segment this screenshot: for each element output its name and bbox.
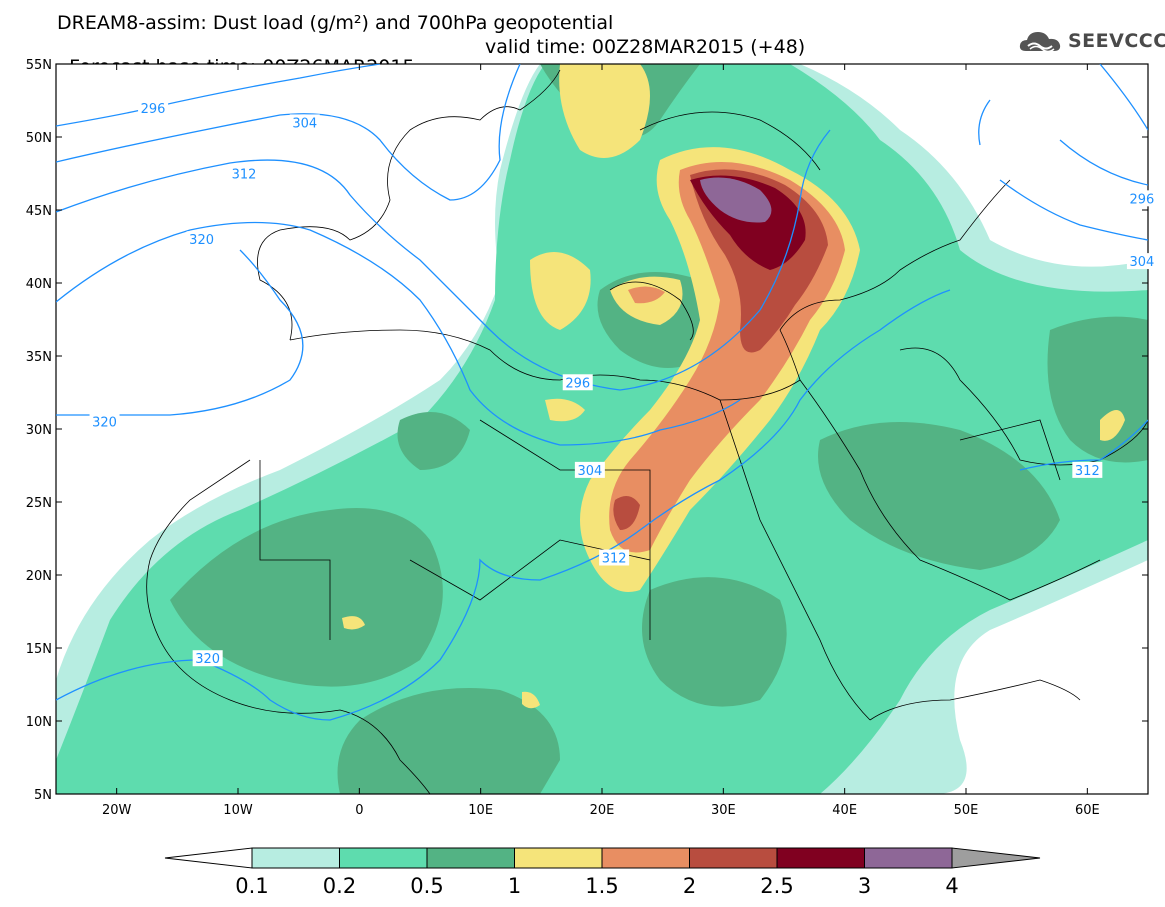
contour-label: 320 (195, 652, 220, 667)
colorbar-tick-label: 1.5 (585, 874, 618, 898)
colorbar-swatch (776, 847, 865, 869)
contour-label: 304 (1130, 255, 1155, 270)
colorbar-swatch (514, 847, 603, 869)
lat-tick-label: 25N (26, 496, 52, 511)
lon-tick-label: 50E (954, 803, 979, 818)
colorbar-tick-label: 0.1 (235, 874, 268, 898)
contour-label: 296 (141, 102, 166, 117)
colorbar-tick-label: 4 (945, 874, 958, 898)
lon-tick-label: 40E (832, 803, 857, 818)
lat-tick-label: 5N (34, 788, 52, 803)
contour-label-bg (289, 114, 320, 131)
colorbar-swatch (864, 847, 953, 869)
lat-tick-label: 30N (26, 423, 52, 438)
contour-label-bg (1126, 190, 1157, 207)
colorbar-swatch (251, 847, 340, 869)
lon-tick-label: 0 (355, 803, 363, 818)
contour-label-bg (192, 650, 223, 667)
lat-tick-label: 45N (26, 204, 52, 219)
colorbar-swatch (339, 847, 428, 869)
lat-tick-label: 50N (26, 131, 52, 146)
colorbar-swatch (601, 847, 690, 869)
colorbar-tick-label: 2.5 (760, 874, 793, 898)
contour-label-bg (138, 99, 169, 116)
valid-time: valid time: 00Z28MAR2015 (+48) (485, 36, 806, 58)
colorbar: 0.1 0.2 0.5 1 1.5 2 2.5 3 4 (164, 847, 1041, 898)
longitude-axis: 20W 10W 0 10E 20E 30E 40E 50E 60E (102, 64, 1100, 818)
contour-label: 312 (1075, 464, 1100, 479)
lon-tick-label: 20W (102, 803, 132, 818)
colorbar-swatch (426, 847, 515, 869)
colorbar-over-triangle (951, 847, 1041, 869)
lat-tick-label: 40N (26, 277, 52, 292)
colorbar-tick-label: 2 (683, 874, 696, 898)
lon-tick-label: 20E (590, 803, 615, 818)
contour-label-bg (562, 374, 593, 391)
lat-tick-label: 10N (26, 715, 52, 730)
contour-label: 312 (232, 168, 257, 183)
colorbar-swatch (689, 847, 778, 869)
contour-label: 320 (189, 233, 214, 248)
logo-text: SEEVCCC (1068, 30, 1165, 52)
contour-label: 304 (577, 464, 602, 479)
contour-labels: 296 304 312 320 320 296 304 312 320 296 304 312 (89, 99, 1157, 667)
lat-tick-label: 35N (26, 350, 52, 365)
seevccc-logo: SEEVCCC (1018, 27, 1165, 55)
lat-tick-label: 20N (26, 569, 52, 584)
lon-tick-label: 60E (1075, 803, 1100, 818)
colorbar-tick-label: 0.5 (410, 874, 443, 898)
contour-label: 304 (292, 116, 317, 131)
latitude-axis: 55N 50N 45N 40N 35N 30N 25N 20N 15N 10N 5N (26, 58, 1148, 803)
cloud-logo-icon (1019, 32, 1061, 53)
lat-tick-label: 55N (26, 58, 52, 73)
lon-tick-label: 30E (711, 803, 736, 818)
contour-label-bg (186, 231, 217, 248)
contour-label: 296 (1130, 192, 1155, 207)
colorbar-tick-label: 3 (858, 874, 871, 898)
contour-label: 296 (565, 376, 590, 391)
dust-fields (56, 64, 1148, 794)
contour-label-bg (1126, 253, 1157, 270)
colorbar-tick-label: 1 (508, 874, 521, 898)
contour-label: 320 (92, 416, 117, 431)
colorbar-under-triangle (164, 847, 253, 869)
contour-label-bg (1072, 461, 1103, 478)
lat-tick-label: 15N (26, 642, 52, 657)
contour-label: 312 (602, 551, 627, 566)
colorbar-tick-label: 0.2 (323, 874, 356, 898)
contour-label-bg (229, 165, 260, 182)
geopotential-contours (56, 64, 1148, 721)
lon-tick-label: 10W (223, 803, 253, 818)
contour-label-bg (574, 461, 605, 478)
contour-label-bg (599, 549, 630, 566)
lon-tick-label: 10E (468, 803, 493, 818)
chart-title: DREAM8-assim: Dust load (g/m²) and 700hP… (57, 12, 614, 34)
contour-label-bg (89, 413, 120, 430)
